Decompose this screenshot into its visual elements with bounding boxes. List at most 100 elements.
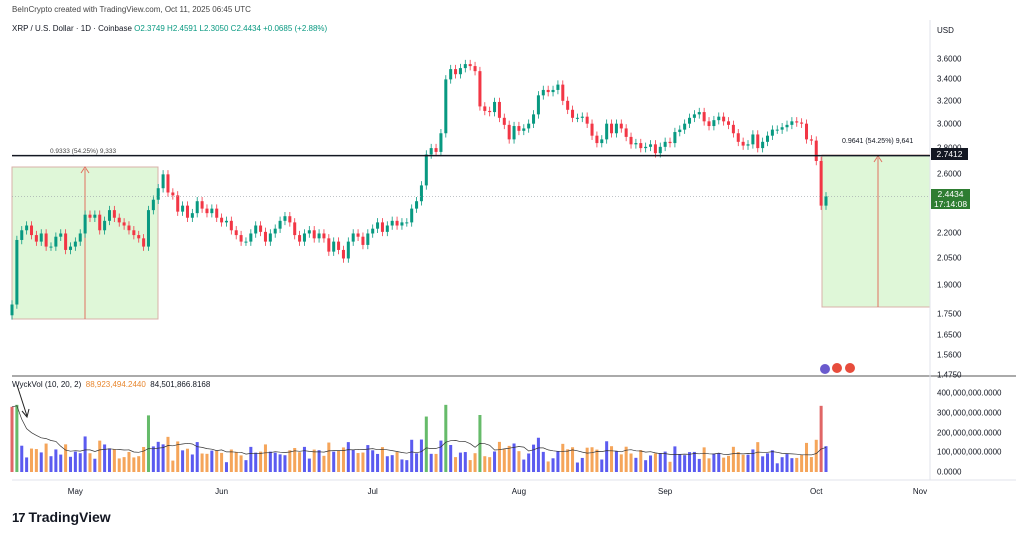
candle-body <box>458 68 462 75</box>
volume-bar <box>717 453 721 472</box>
volume-bar <box>122 457 126 472</box>
price-tick-label: 1.4750 <box>937 370 962 380</box>
volume-bar <box>595 449 599 472</box>
candle-body <box>39 233 43 242</box>
volume-bar <box>200 453 204 472</box>
price-tick-label: 1.5600 <box>937 350 962 360</box>
volume-bar <box>702 447 706 472</box>
volume-bar <box>49 456 53 472</box>
candle-body <box>20 230 24 240</box>
volume-bar <box>142 446 146 472</box>
candle-body <box>614 123 618 134</box>
candle-body <box>146 210 150 247</box>
volume-bar <box>497 441 501 472</box>
candle-body <box>268 233 272 242</box>
volume-bar <box>668 461 672 472</box>
time-tick-label: Aug <box>511 487 527 496</box>
price-tick-label: 3.4000 <box>937 74 962 84</box>
candle-body <box>293 222 297 236</box>
price-tick-label: 3.0000 <box>937 119 962 129</box>
candle-body <box>488 110 492 113</box>
candle-body <box>556 84 560 90</box>
volume-bar <box>629 453 633 472</box>
candle-body <box>93 214 97 218</box>
candle-body <box>566 100 570 110</box>
volume-bar <box>541 451 545 472</box>
candle-body <box>546 89 550 93</box>
candle-body <box>775 129 779 131</box>
candle-body <box>809 139 813 141</box>
flag-icon[interactable] <box>831 362 843 374</box>
candle-body <box>429 148 433 155</box>
candle-body <box>629 136 633 145</box>
candle-body <box>419 185 423 202</box>
volume-bar <box>780 457 784 472</box>
volume-bar <box>161 444 165 472</box>
tradingview-logo: 17 TradingView <box>12 509 111 525</box>
candle-body <box>307 230 311 234</box>
volume-bar <box>493 451 497 472</box>
volume-bar <box>356 453 360 472</box>
volume-bar <box>68 456 73 472</box>
candle-body <box>765 135 770 142</box>
candle-body <box>210 208 214 214</box>
volume-bar <box>268 451 272 472</box>
candle-body <box>610 123 614 134</box>
candle-body <box>283 216 287 221</box>
candle-body <box>736 133 740 142</box>
candle-body <box>410 208 414 223</box>
candle-body <box>697 112 701 115</box>
candle-body <box>259 225 263 232</box>
volume-bar <box>692 451 696 472</box>
candle-body <box>517 126 521 131</box>
volume-bar <box>444 404 448 472</box>
annotation-arrow <box>16 384 28 417</box>
volume-bar <box>307 458 311 472</box>
event-icon[interactable] <box>820 364 830 374</box>
volume-tick-label: 0.0000 <box>937 467 962 477</box>
candle-body <box>49 246 53 248</box>
price-tick-label: 2.6000 <box>937 169 962 179</box>
candle-body <box>44 233 48 247</box>
candle-body <box>639 143 643 149</box>
candle-body <box>371 228 375 234</box>
candle-body <box>770 129 774 136</box>
volume-bar <box>556 451 560 472</box>
candle-body <box>424 154 428 186</box>
volume-bar <box>205 453 209 472</box>
volume-bar <box>263 444 267 472</box>
volume-bar <box>195 442 199 472</box>
candle-body <box>161 174 165 189</box>
candle-body <box>254 225 258 234</box>
volume-bar <box>605 441 609 472</box>
candle-body <box>200 201 204 209</box>
candle-body <box>229 220 233 231</box>
flag-icon[interactable] <box>844 362 856 374</box>
volume-tick-label: 300,000,000.0000 <box>937 408 1002 418</box>
volume-bar <box>561 443 565 472</box>
event-icons[interactable] <box>820 361 857 379</box>
volume-bar <box>473 453 477 472</box>
candle-body <box>83 214 87 234</box>
left-measure-label: 0.9333 (54.25%) 9,333 <box>50 148 117 155</box>
volume-bar <box>366 445 370 472</box>
volume-bar <box>756 442 760 472</box>
candle-body <box>54 236 58 247</box>
volume-bar <box>259 451 263 472</box>
candle-body <box>356 233 360 237</box>
candle-body <box>249 233 253 242</box>
candle-body <box>34 235 38 242</box>
volume-bar <box>731 446 735 472</box>
candle-body <box>502 117 506 125</box>
candle-body <box>220 217 224 223</box>
volume-bar <box>64 444 68 472</box>
volume-bar <box>312 449 316 472</box>
candle-body <box>678 129 682 133</box>
volume-bar <box>814 439 818 472</box>
candle-body <box>756 134 760 149</box>
volume-indicator-name: WyckVol (10, 20, 2) <box>12 380 82 389</box>
candle-body <box>454 69 458 75</box>
right-measure-zone <box>821 154 931 308</box>
volume-bar <box>663 451 667 472</box>
